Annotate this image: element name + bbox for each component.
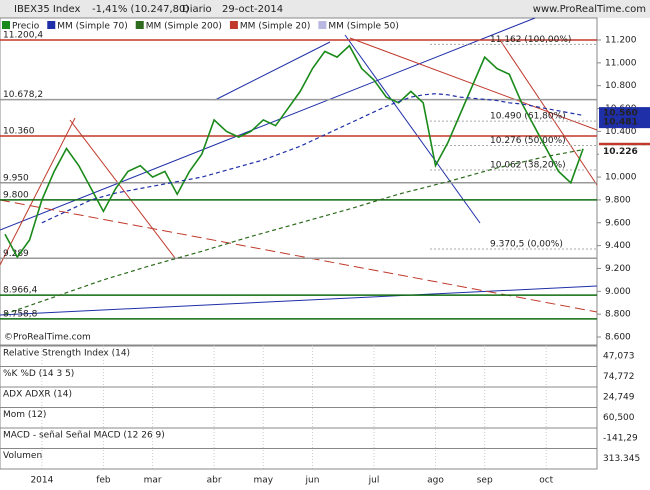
fibo-label: 10.490 (61,80%) (490, 112, 566, 122)
main-frame (0, 17, 598, 346)
panel-value: 74,772 (603, 372, 635, 382)
trendline (214, 41, 331, 101)
panel-value: 47,073 (603, 352, 635, 362)
watermark: ©ProRealTime.com (4, 333, 91, 343)
trendline (0, 17, 536, 231)
change: -1,41% (10.247,80) (92, 4, 189, 15)
y-tick-label: 9.200 (605, 264, 631, 274)
x-tick-label: abr (207, 476, 222, 486)
level-label: 11.200,4 (3, 30, 43, 40)
x-tick-label: feb (96, 476, 111, 486)
x-tick-label: may (253, 476, 273, 486)
level-label: 8.966,4 (3, 286, 38, 296)
legend-swatch (318, 21, 327, 29)
x-tick-label: jun (305, 476, 320, 486)
x-tick-label: sep (477, 476, 493, 486)
panel-title: Mom (12) (3, 410, 46, 420)
panel-title: MACD - señal Señal MACD (12 26 9) (3, 431, 165, 441)
panel-value: 313.345 (603, 454, 640, 464)
site: www.ProRealTime.com (533, 4, 646, 15)
indicator-panel (0, 448, 598, 470)
series-line (4, 149, 584, 315)
fibo-label: 9.370,5 (0,00%) (490, 239, 563, 249)
trendlines (0, 17, 598, 316)
legend-label: MM (Simple 50) (328, 22, 398, 32)
y-tick-label: 10.000 (605, 173, 637, 183)
legend-swatch (135, 21, 144, 29)
panel-title: Relative Strength Index (14) (3, 349, 130, 359)
fibo-label: 11.162 (100,00%) (490, 35, 571, 45)
trendline (0, 117, 76, 266)
panel-title: Volumen (3, 451, 42, 461)
x-tick-label: oct (539, 476, 553, 486)
panel-value: 60,500 (603, 413, 635, 423)
legend-label: MM (Simple 20) (240, 22, 310, 32)
fibo-label: 10.062 (38,20%) (490, 160, 566, 170)
panel-title: %K %D (14 3 5) (3, 369, 74, 379)
level-label: 8.758,8 (3, 309, 38, 319)
y-tick-label: 8.800 (605, 310, 631, 320)
date: 29-oct-2014 (222, 4, 283, 15)
panel-title: ADX ADXR (14) (3, 390, 72, 400)
panel-value: -141,29 (603, 434, 638, 444)
y-tick-label: 8.600 (605, 333, 631, 343)
legend-swatch (47, 21, 56, 29)
y-tick-label: 10.400 (605, 127, 637, 137)
price-tag (599, 145, 650, 158)
series-line (4, 44, 584, 259)
y-tick-label: 9.400 (605, 241, 631, 251)
level-label: 10.678,2 (3, 90, 43, 100)
x-tick-label: ago (427, 476, 444, 486)
y-tick-label: 9.600 (605, 218, 631, 228)
level-label: 9.950 (3, 173, 29, 183)
legend-label: MM (Simple 200) (146, 22, 222, 32)
level-label: 10.360 (3, 126, 35, 136)
header-bar (0, 0, 650, 18)
price-tag-label: 10.226 (603, 147, 638, 157)
y-tick-label: 9.000 (605, 287, 631, 297)
y-tick-label: 11.200 (605, 36, 637, 46)
trendline (0, 199, 598, 313)
trendline (0, 285, 598, 316)
trendline (499, 39, 598, 186)
price-tag-label: 10.560 (603, 109, 638, 119)
price-tag-label: 10.481 (603, 118, 638, 128)
y-tick-label: 10.800 (605, 81, 637, 91)
x-tick-label: mar (144, 476, 162, 486)
y-tick-label: 9.800 (605, 195, 631, 205)
legend-label: Precio (12, 22, 40, 32)
price-tag (599, 107, 650, 120)
y-tick-label: 11.000 (605, 58, 637, 68)
chart-title: IBEX35 Index (14, 4, 80, 15)
x-tick-label: 2014 (30, 476, 53, 486)
price-tag (599, 116, 650, 129)
legend-swatch (2, 21, 10, 29)
level-label: 9.800 (3, 190, 29, 200)
period: Diario (182, 4, 212, 15)
legend-label: MM (Simple 70) (57, 22, 127, 32)
trendline (344, 34, 481, 224)
fibo-label: 10.276 (50,00%) (490, 136, 566, 146)
legend-swatch (229, 21, 238, 29)
trendline (69, 119, 176, 259)
x-tick-label: jul (368, 476, 380, 486)
panel-value: 24,749 (603, 393, 635, 403)
